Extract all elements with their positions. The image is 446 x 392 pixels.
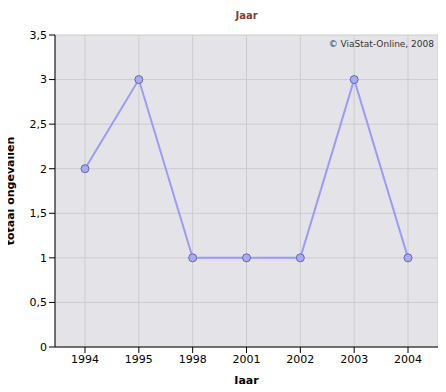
html-text:Jaar: Jaar — [235, 10, 258, 21]
svg-text:0,5: 0,5 — [30, 296, 48, 309]
svg-text:1998: 1998 — [179, 353, 207, 366]
svg-text:2002: 2002 — [286, 353, 314, 366]
svg-text:Jaar: Jaar — [233, 374, 259, 384]
svg-text:2: 2 — [40, 163, 47, 176]
svg-text:2003: 2003 — [340, 353, 368, 366]
svg-text:totaal ongevallen: totaal ongevallen — [8, 137, 17, 246]
svg-text:2,5: 2,5 — [30, 118, 48, 131]
svg-text:2001: 2001 — [233, 353, 261, 366]
html-text:© ViaStat-Online, 2008: © ViaStat-Online, 2008 — [328, 39, 434, 49]
svg-text:0: 0 — [40, 341, 47, 354]
svg-text:1: 1 — [40, 252, 47, 265]
svg-text:3,5: 3,5 — [30, 29, 48, 42]
svg-text:2004: 2004 — [394, 353, 422, 366]
svg-text:1995: 1995 — [125, 353, 153, 366]
svg-text:1,5: 1,5 — [30, 207, 48, 220]
svg-text:1994: 1994 — [71, 353, 99, 366]
svg-text:3: 3 — [40, 73, 47, 86]
